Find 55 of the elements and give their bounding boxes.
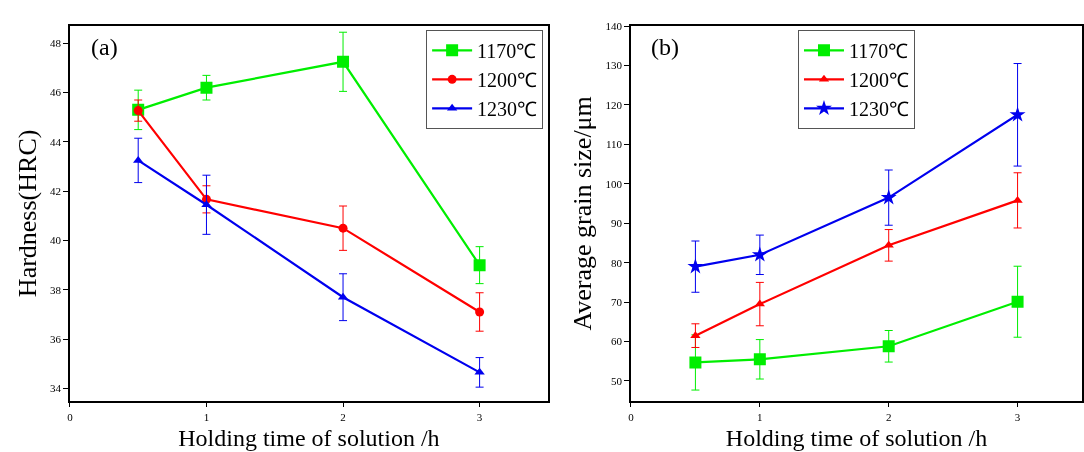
point bbox=[201, 200, 212, 208]
x-axis-title: Holding time of solution /h bbox=[178, 425, 440, 452]
y-tick-label: 46 bbox=[49, 86, 62, 99]
point bbox=[883, 240, 894, 248]
point bbox=[475, 307, 485, 317]
x-axis-title: Holding time of solution /h bbox=[725, 425, 988, 452]
annotation: (b) bbox=[651, 34, 679, 60]
legend-label: 1200℃ bbox=[477, 69, 538, 92]
legend-label: 1170℃ bbox=[477, 40, 537, 63]
legend-label: 1230℃ bbox=[477, 98, 538, 121]
y-tick-label: 110 bbox=[605, 138, 623, 151]
x-tick-label: 1 bbox=[757, 410, 763, 423]
point bbox=[751, 246, 768, 262]
point bbox=[200, 81, 213, 94]
point bbox=[1009, 106, 1026, 122]
point bbox=[689, 356, 702, 369]
point bbox=[474, 367, 485, 375]
x-tick-label: 0 bbox=[67, 410, 74, 423]
y-tick-label: 40 bbox=[49, 234, 62, 247]
x-tick-label: 2 bbox=[340, 410, 346, 423]
x-tick-label: 1 bbox=[203, 410, 210, 423]
point bbox=[880, 189, 897, 205]
legend-label: 1200℃ bbox=[848, 69, 909, 92]
annotation: (a) bbox=[91, 34, 118, 60]
y-tick-label: 130 bbox=[605, 59, 623, 72]
x-tick-label: 2 bbox=[885, 410, 892, 423]
y-tick-label: 90 bbox=[611, 217, 623, 230]
x-tick-label: 3 bbox=[1014, 410, 1021, 423]
y-tick-label: 44 bbox=[49, 135, 62, 148]
legend-label: 1230℃ bbox=[848, 98, 909, 121]
y-tick-label: 42 bbox=[49, 185, 61, 198]
x-tick-label: 3 bbox=[476, 410, 483, 423]
y-tick-label: 140 bbox=[605, 19, 623, 32]
y-tick-label: 38 bbox=[49, 283, 62, 296]
point bbox=[882, 340, 895, 353]
point bbox=[473, 259, 486, 272]
point bbox=[1012, 195, 1023, 203]
point bbox=[337, 55, 350, 68]
y-tick-label: 70 bbox=[611, 295, 623, 308]
y-axis-title: Hardness(HRC) bbox=[12, 129, 42, 298]
y-tick-label: 80 bbox=[611, 256, 623, 269]
y-tick-label: 120 bbox=[605, 98, 623, 111]
y-tick-label: 100 bbox=[605, 177, 623, 190]
x-tick-label: 0 bbox=[628, 410, 635, 423]
y-tick-label: 60 bbox=[611, 335, 623, 348]
y-tick-label: 36 bbox=[49, 332, 62, 345]
point bbox=[687, 258, 704, 274]
point bbox=[1011, 295, 1024, 308]
y-tick-label: 50 bbox=[611, 374, 623, 387]
point bbox=[338, 223, 348, 233]
legend-label: 1170℃ bbox=[848, 40, 909, 63]
y-tick-label: 48 bbox=[49, 37, 62, 50]
point bbox=[753, 353, 766, 366]
y-axis-title: Average grain size/μm bbox=[568, 96, 598, 331]
y-tick-label: 34 bbox=[49, 382, 62, 395]
